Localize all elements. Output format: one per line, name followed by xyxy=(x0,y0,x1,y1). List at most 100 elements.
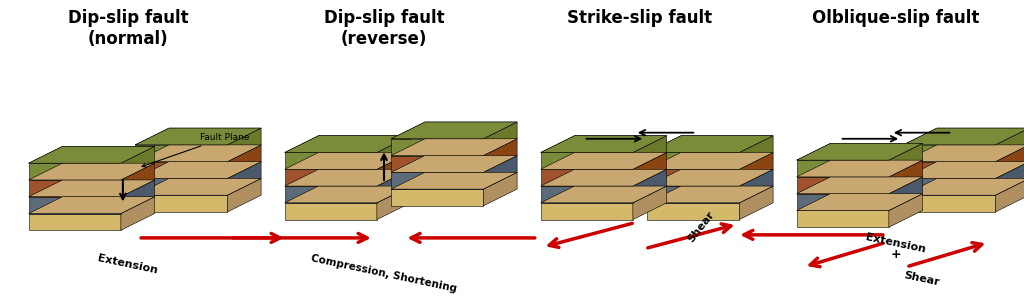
Polygon shape xyxy=(903,178,1024,195)
Polygon shape xyxy=(121,146,155,180)
Polygon shape xyxy=(739,152,773,186)
Polygon shape xyxy=(227,128,261,162)
Polygon shape xyxy=(903,145,1024,162)
Polygon shape xyxy=(377,186,411,220)
Text: Extension: Extension xyxy=(97,253,159,276)
Polygon shape xyxy=(285,169,377,186)
Polygon shape xyxy=(903,162,1024,178)
Polygon shape xyxy=(227,145,261,178)
Polygon shape xyxy=(135,145,227,162)
Polygon shape xyxy=(647,136,773,152)
Polygon shape xyxy=(541,169,667,186)
Polygon shape xyxy=(483,122,517,156)
Polygon shape xyxy=(797,210,889,227)
Polygon shape xyxy=(995,162,1024,195)
Polygon shape xyxy=(483,139,517,172)
Polygon shape xyxy=(377,136,411,169)
Polygon shape xyxy=(889,143,923,177)
Polygon shape xyxy=(135,128,261,145)
Polygon shape xyxy=(285,136,411,152)
Polygon shape xyxy=(121,163,155,197)
Polygon shape xyxy=(377,152,411,186)
Text: +: + xyxy=(891,248,901,261)
Polygon shape xyxy=(647,136,773,152)
Polygon shape xyxy=(29,163,121,180)
Text: Dip-slip fault
(reverse): Dip-slip fault (reverse) xyxy=(324,9,444,48)
Text: Compression, Shortening: Compression, Shortening xyxy=(310,253,458,294)
Polygon shape xyxy=(903,128,1024,145)
Polygon shape xyxy=(647,186,739,203)
Polygon shape xyxy=(135,128,261,145)
Polygon shape xyxy=(285,169,411,186)
Polygon shape xyxy=(29,180,155,197)
Polygon shape xyxy=(541,152,633,169)
Polygon shape xyxy=(647,152,739,169)
Polygon shape xyxy=(647,203,739,220)
Polygon shape xyxy=(135,162,227,178)
Polygon shape xyxy=(797,194,889,210)
Polygon shape xyxy=(541,136,667,152)
Polygon shape xyxy=(797,194,923,210)
Polygon shape xyxy=(29,214,121,230)
Polygon shape xyxy=(227,178,261,212)
Polygon shape xyxy=(391,139,517,156)
Polygon shape xyxy=(391,189,483,206)
Polygon shape xyxy=(541,169,633,186)
Polygon shape xyxy=(29,146,155,163)
Polygon shape xyxy=(135,145,261,162)
Polygon shape xyxy=(391,122,517,139)
Text: Strike-slip fault: Strike-slip fault xyxy=(567,9,713,27)
Polygon shape xyxy=(391,122,517,139)
Text: Shear: Shear xyxy=(903,270,940,287)
Text: Dip-slip fault
(normal): Dip-slip fault (normal) xyxy=(68,9,188,48)
Polygon shape xyxy=(633,136,667,169)
Polygon shape xyxy=(29,180,121,197)
Polygon shape xyxy=(285,186,377,203)
Polygon shape xyxy=(633,152,667,186)
Polygon shape xyxy=(903,178,995,195)
Polygon shape xyxy=(647,152,773,169)
Polygon shape xyxy=(483,156,517,189)
Polygon shape xyxy=(633,169,667,203)
Polygon shape xyxy=(285,152,377,169)
Polygon shape xyxy=(541,186,633,203)
Polygon shape xyxy=(647,186,773,203)
Polygon shape xyxy=(889,160,923,194)
Polygon shape xyxy=(889,177,923,210)
Polygon shape xyxy=(29,163,155,180)
Polygon shape xyxy=(633,186,667,220)
Text: Extension: Extension xyxy=(865,232,927,254)
Text: Fault Plane: Fault Plane xyxy=(142,133,249,167)
Polygon shape xyxy=(797,177,889,194)
Polygon shape xyxy=(739,186,773,220)
Polygon shape xyxy=(391,156,517,172)
Polygon shape xyxy=(541,136,667,152)
Polygon shape xyxy=(285,203,377,220)
Polygon shape xyxy=(739,136,773,169)
Text: Shear: Shear xyxy=(686,210,717,245)
Polygon shape xyxy=(391,156,483,172)
Polygon shape xyxy=(29,197,155,213)
Polygon shape xyxy=(391,172,483,189)
Polygon shape xyxy=(285,186,411,203)
Polygon shape xyxy=(541,152,667,169)
Polygon shape xyxy=(903,128,1024,145)
Polygon shape xyxy=(995,145,1024,178)
Polygon shape xyxy=(135,178,261,195)
Text: Olblique-slip fault: Olblique-slip fault xyxy=(812,9,980,27)
Polygon shape xyxy=(903,162,995,178)
Polygon shape xyxy=(135,162,261,178)
Polygon shape xyxy=(903,195,995,212)
Polygon shape xyxy=(121,197,155,230)
Polygon shape xyxy=(29,197,121,213)
Polygon shape xyxy=(391,172,517,189)
Polygon shape xyxy=(541,186,667,203)
Polygon shape xyxy=(797,160,923,177)
Polygon shape xyxy=(135,195,227,212)
Polygon shape xyxy=(285,152,411,169)
Polygon shape xyxy=(995,178,1024,212)
Polygon shape xyxy=(121,180,155,214)
Polygon shape xyxy=(647,169,739,186)
Polygon shape xyxy=(541,203,633,220)
Polygon shape xyxy=(903,145,995,162)
